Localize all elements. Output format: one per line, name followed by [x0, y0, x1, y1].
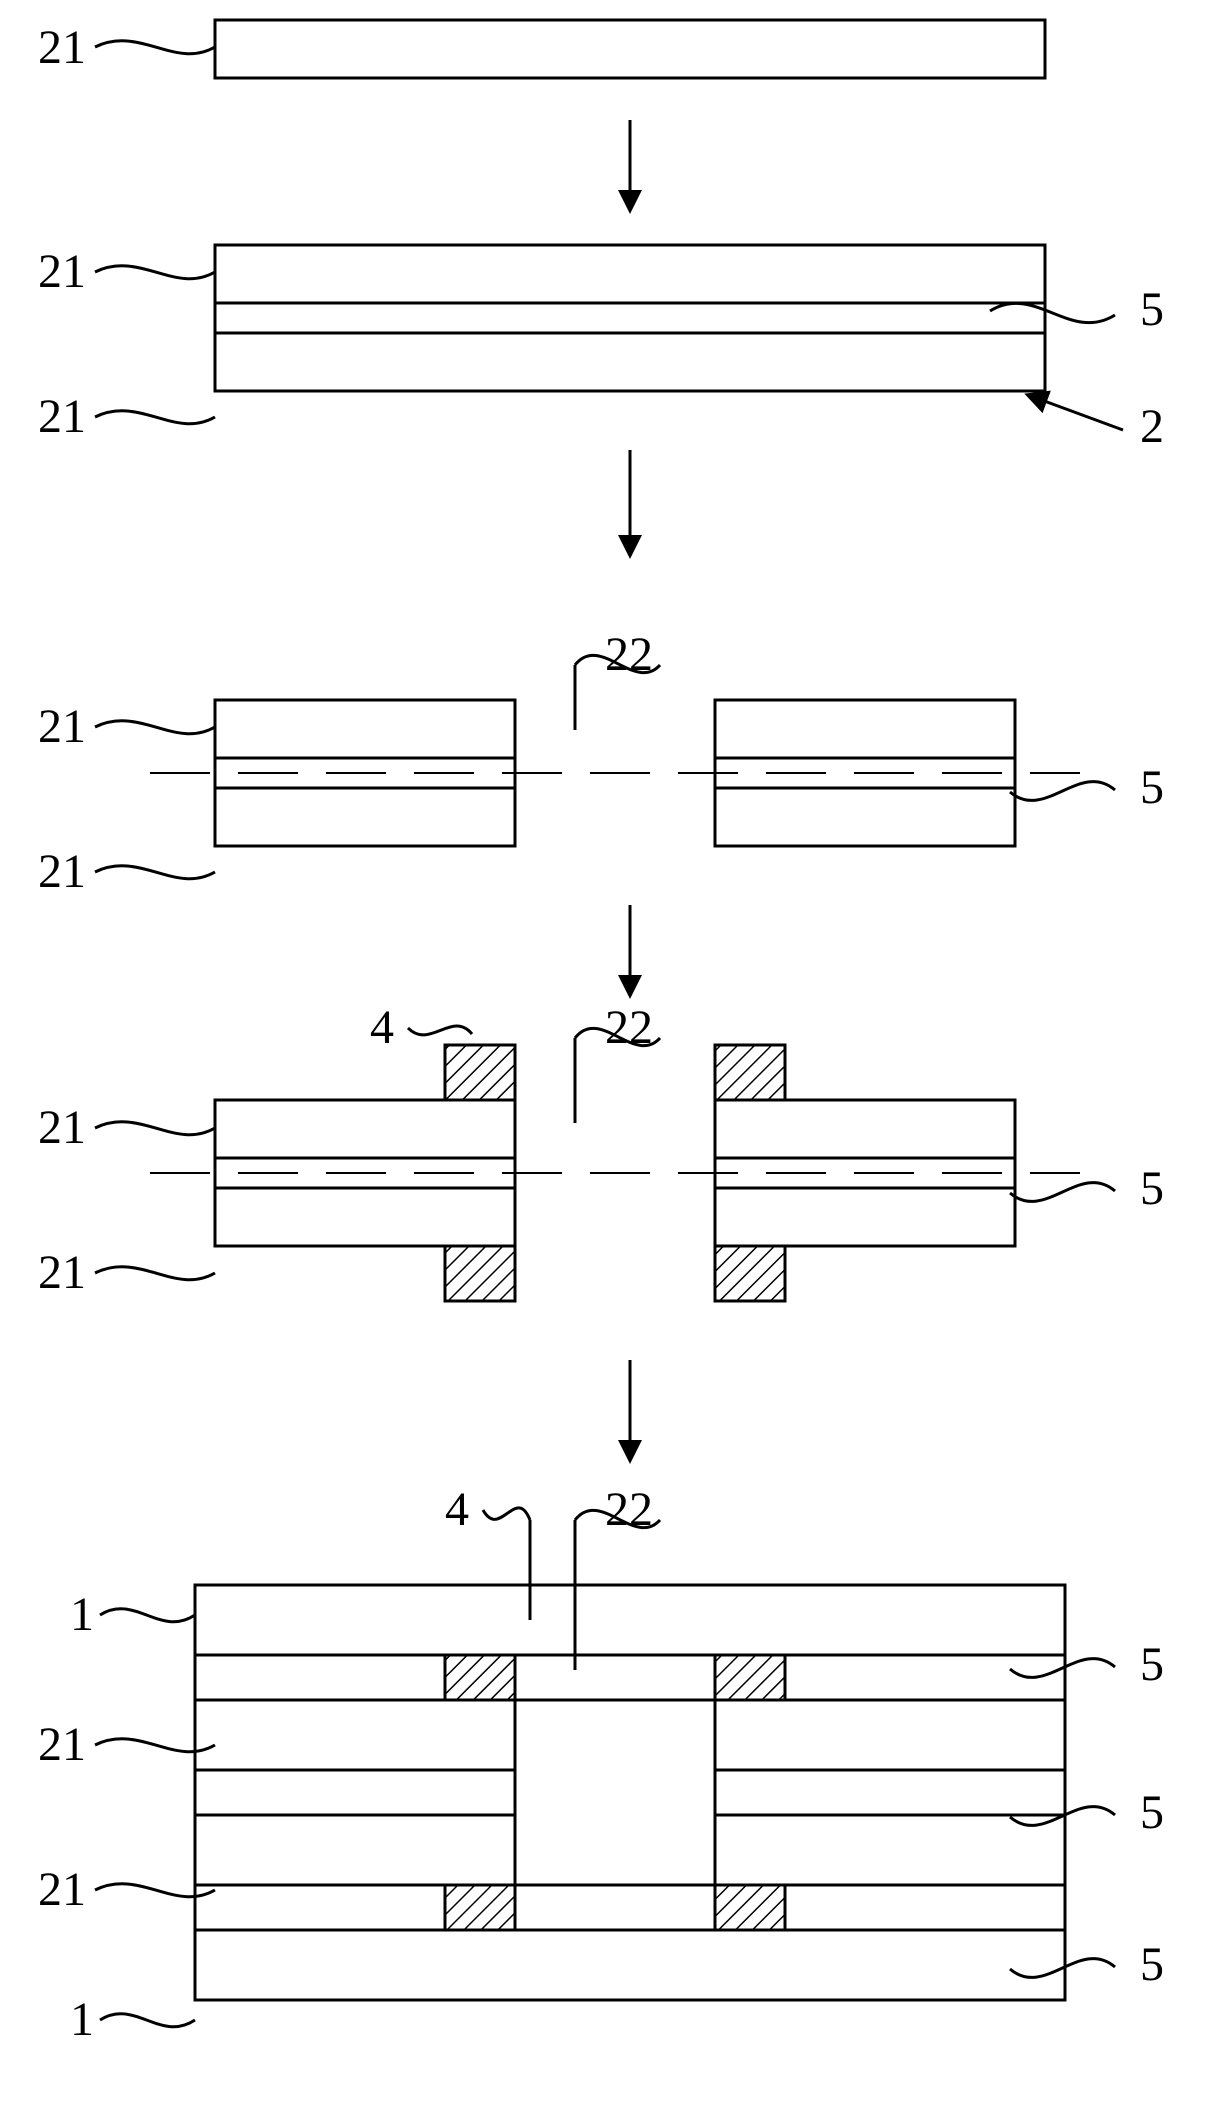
leader-line: [95, 721, 215, 734]
ref-label: 1: [70, 1588, 94, 1641]
leader-line: [95, 1267, 215, 1280]
step3-left-top: [215, 700, 515, 758]
step3-right-bot: [715, 788, 1015, 846]
ref-label: 21: [38, 21, 86, 74]
step2-top-21: [215, 245, 1045, 303]
leader-arrow: [1028, 395, 1123, 430]
ref-label: 21: [38, 1718, 86, 1771]
leader-line: [990, 303, 1115, 322]
ref-label: 1: [70, 1993, 94, 2046]
hatched-block: [445, 1045, 515, 1100]
ref-label: 21: [38, 390, 86, 443]
leader-line: [95, 411, 215, 424]
step2-bottom-21: [215, 333, 1045, 391]
step2-layer-5: [215, 303, 1045, 333]
ref-label: 4: [370, 1001, 394, 1054]
ref-label: 21: [38, 245, 86, 298]
leader-line: [1010, 1959, 1115, 1978]
ref-label: 5: [1140, 761, 1164, 814]
ref-label: 21: [38, 700, 86, 753]
step3-right-top: [715, 700, 1015, 758]
ref-label: 5: [1140, 1162, 1164, 1215]
leader-line: [1010, 1183, 1115, 1202]
hatched-block: [715, 1885, 785, 1930]
leader-line: [408, 1026, 472, 1035]
ref-label: 21: [38, 1246, 86, 1299]
ref-label: 21: [38, 1101, 86, 1154]
hatched-block: [445, 1246, 515, 1301]
step3-left-bot: [215, 788, 515, 846]
leader-line: [95, 866, 215, 879]
diagram-canvas: 21212152212122542221215422121211555: [0, 0, 1209, 2127]
leader-line: [95, 41, 215, 54]
step5-stack: [195, 1585, 1065, 2000]
ref-label: 21: [38, 1863, 86, 1916]
ref-label: 4: [445, 1483, 469, 1536]
ref-label: 5: [1140, 1638, 1164, 1691]
leader-line: [95, 1122, 215, 1135]
leader-line: [1010, 1659, 1115, 1678]
hatched-block: [445, 1885, 515, 1930]
leader-line: [100, 2014, 195, 2027]
leader-line: [483, 1508, 530, 1520]
leader-line: [1010, 782, 1115, 801]
step1-slab: [215, 20, 1045, 78]
hatched-block: [715, 1655, 785, 1700]
ref-label: 21: [38, 845, 86, 898]
leader-line: [95, 1739, 215, 1752]
ref-label: 5: [1140, 1938, 1164, 1991]
ref-label: 2: [1140, 400, 1164, 453]
ref-label: 5: [1140, 1786, 1164, 1839]
ref-label: 5: [1140, 283, 1164, 336]
leader-line: [100, 1609, 195, 1622]
hatched-block: [715, 1246, 785, 1301]
leader-line: [95, 266, 215, 279]
hatched-block: [445, 1655, 515, 1700]
hatched-block: [715, 1045, 785, 1100]
